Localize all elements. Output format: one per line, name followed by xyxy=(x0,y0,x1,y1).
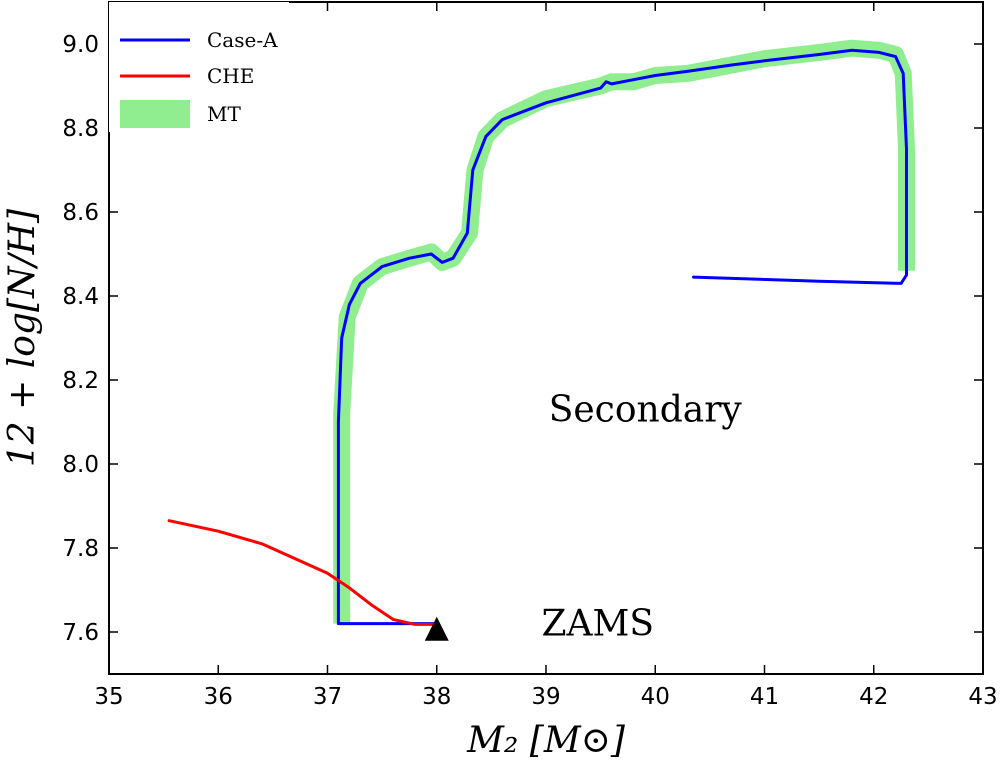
x-tick-label: 36 xyxy=(204,684,233,710)
annotation-zams: ZAMS xyxy=(541,604,654,645)
legend-label-case-a: Case-A xyxy=(207,28,278,52)
y-tick-label: 7.6 xyxy=(62,620,99,646)
annotation-secondary: Secondary xyxy=(549,389,743,430)
annotations: Secondary ZAMS xyxy=(541,389,742,644)
series-line-case-a xyxy=(336,48,908,626)
series-line-che xyxy=(167,519,439,626)
y-tick-label: 8.8 xyxy=(62,116,99,142)
x-tick-label: 42 xyxy=(859,684,888,710)
y-tick-label: 8.0 xyxy=(62,452,99,478)
x-tick-label: 37 xyxy=(313,684,342,710)
axis-ticks: 35 36 37 38 39 40 41 42 43 7.6 7.8 8.0 8.2 8.4 8.6 8.8 9… xyxy=(62,2,998,710)
legend-label-che: CHE xyxy=(207,64,254,88)
legend-label-mt: MT xyxy=(207,102,241,126)
x-tick-label: 39 xyxy=(531,684,560,710)
y-tick-label: 9.0 xyxy=(62,32,99,58)
y-tick-label: 8.6 xyxy=(62,200,99,226)
x-axis-label: M₂ [M⊙] xyxy=(466,720,626,761)
y-tick-label: 7.8 xyxy=(62,536,99,562)
x-tick-label: 41 xyxy=(750,684,779,710)
legend: Case-A CHE MT xyxy=(109,2,289,132)
x-tick-label: 38 xyxy=(422,684,451,710)
plot-area xyxy=(167,39,915,641)
x-tick-label: 40 xyxy=(641,684,670,710)
zams-marker xyxy=(424,616,449,641)
y-tick-label: 8.4 xyxy=(62,284,99,310)
y-tick-label: 8.2 xyxy=(62,368,99,394)
x-tick-label: 43 xyxy=(968,684,997,710)
y-axis-label: 12 + log[N/H] xyxy=(2,208,43,467)
x-tick-label: 35 xyxy=(94,684,123,710)
